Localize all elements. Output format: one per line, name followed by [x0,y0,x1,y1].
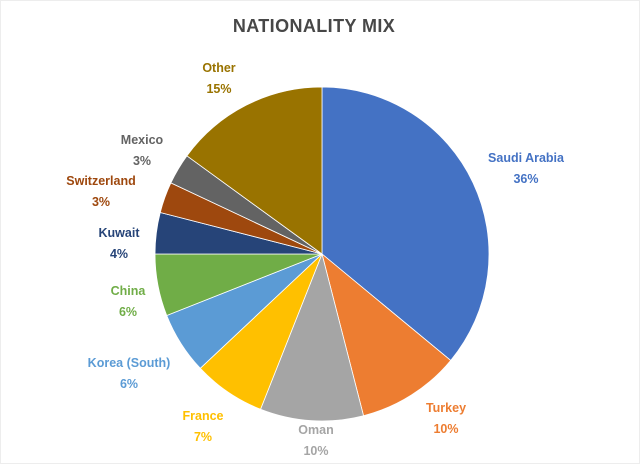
chart-title: NATIONALITY MIX [232,16,396,36]
slice-label-korea-south: Korea (South) 6% [88,353,171,395]
slice-label-percent: 10% [433,422,459,436]
slice-label-france: France 7% [183,406,224,448]
slice-label-name: Saudi Arabia [488,151,564,165]
slice-label-percent: 6% [119,377,139,391]
slice-label-percent: 10% [303,444,329,458]
slice-label-name: Mexico [120,133,164,147]
slice-label-oman: Oman 10% [298,420,333,462]
pie-slice-oman[interactable] [260,252,365,422]
slice-label-name: Other [202,61,236,75]
pie-slice-turkey[interactable] [321,252,452,417]
slice-label-percent: 36% [513,172,539,186]
slice-label-name: France [182,409,224,423]
slice-label-switzerland: Switzerland 3% [66,171,135,213]
slice-label-percent: 3% [132,154,152,168]
slice-label-name: Oman [298,423,334,437]
slice-label-mexico: Mexico 3% [121,130,163,172]
slice-label-name: Kuwait [98,226,140,240]
slice-label-name: Turkey [425,401,467,415]
slice-label-percent: 15% [206,82,232,96]
slice-label-saudi-arabia: Saudi Arabia 36% [488,148,564,190]
slice-label-china: China 6% [111,281,146,323]
slice-label-name: Switzerland [66,174,136,188]
slice-label-percent: 6% [118,305,138,319]
pie-slice-other[interactable] [186,86,323,255]
slice-label-name: China [110,284,146,298]
slice-label-percent: 3% [91,195,111,209]
slice-label-percent: 7% [193,430,213,444]
slice-label-kuwait: Kuwait 4% [99,223,140,265]
slice-label-other: Other 15% [202,58,235,100]
slice-label-turkey: Turkey 10% [426,398,466,440]
slice-label-percent: 4% [109,247,129,261]
pie-slice-saudi-arabia[interactable] [321,86,490,362]
slice-label-name: Korea (South) [87,356,171,370]
